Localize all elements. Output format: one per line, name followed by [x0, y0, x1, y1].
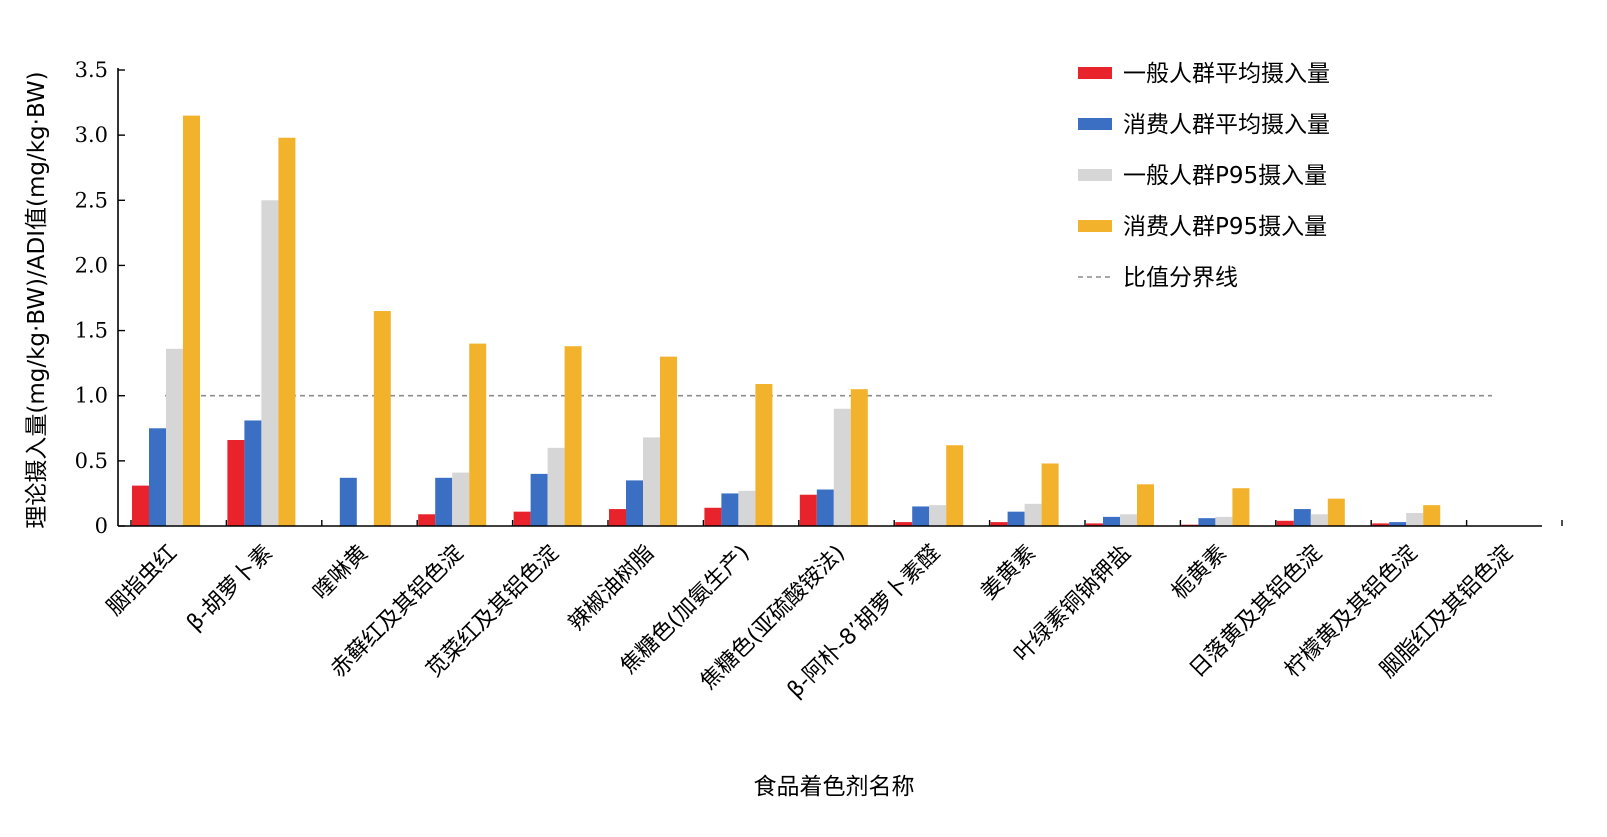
bar-4-12	[1232, 488, 1250, 526]
bar-4-13	[1327, 498, 1345, 526]
bar-2-12	[1198, 518, 1216, 526]
category-label: 喹啉黄	[309, 541, 373, 605]
bar-2-5	[530, 473, 548, 526]
bar-3-9	[929, 505, 947, 526]
bar-2-2	[244, 420, 262, 526]
bar-4-1	[183, 115, 200, 526]
bar-4-10	[1041, 463, 1059, 526]
bar-2-10	[1007, 511, 1025, 526]
bar-3-4	[452, 472, 470, 526]
bar-1-10	[990, 522, 1008, 526]
bar-1-9	[895, 522, 913, 526]
bar-1-2	[227, 440, 245, 526]
legend-label-reference: 比值分界线	[1123, 265, 1238, 291]
y-tick-label: 2.0	[75, 253, 108, 277]
bar-3-14	[1406, 512, 1424, 526]
bar-2-8	[816, 489, 834, 526]
y-tick-label: 0	[95, 514, 108, 538]
bar-4-11	[1137, 484, 1154, 526]
bar-3-10	[1024, 503, 1042, 526]
bar-3-5	[547, 447, 565, 526]
bar-1-4	[418, 514, 436, 526]
bar-1-6	[609, 509, 626, 526]
bar-2-4	[435, 477, 453, 526]
bar-4-4	[469, 343, 487, 526]
y-tick-label: 0.5	[75, 449, 108, 473]
legend-swatch-4	[1078, 220, 1112, 232]
bar-1-13	[1276, 520, 1294, 526]
bar-1-11	[1086, 523, 1103, 526]
bar-2-11	[1103, 516, 1120, 526]
bar-3-2	[261, 200, 279, 527]
legend-label-1: 一般人群平均摄入量	[1123, 61, 1330, 87]
bar-4-3	[373, 311, 391, 526]
bar-3-12	[1215, 516, 1233, 526]
bar-3-11	[1120, 514, 1137, 526]
legend-swatch-3	[1078, 169, 1112, 181]
legend-swatch-1	[1078, 67, 1112, 79]
y-tick-label: 3.5	[75, 58, 108, 82]
category-label: 辣椒油树脂	[564, 541, 659, 636]
bar-2-1	[149, 428, 166, 526]
legend-label-4: 消费人群P95摄入量	[1123, 214, 1327, 240]
y-axis-title: 理论摄入量(mg/kg·BW)/ADI值(mg/kg·BW)	[24, 71, 50, 528]
bar-1-1	[132, 485, 149, 526]
bar-3-13	[1310, 514, 1328, 526]
x-axis-title: 食品着色剂名称	[754, 774, 915, 800]
legend-swatch-2	[1078, 118, 1112, 130]
category-label: 胭指虫红	[102, 541, 182, 621]
category-label: 姜黄素	[976, 541, 1040, 605]
category-label: 栀黄素	[1167, 541, 1231, 605]
bar-4-2	[278, 137, 296, 526]
bar-4-7	[755, 383, 773, 526]
bar-1-5	[513, 511, 531, 526]
bar-4-14	[1423, 505, 1441, 526]
bar-2-3	[339, 477, 357, 526]
bar-3-1	[166, 348, 183, 526]
bar-4-8	[850, 389, 868, 526]
legend-label-3: 一般人群P95摄入量	[1123, 163, 1327, 189]
bar-1-7	[704, 507, 722, 526]
bar-3-6	[643, 437, 660, 526]
y-tick-label: 1.0	[75, 384, 108, 408]
bar-2-9	[912, 506, 930, 526]
y-tick-label: 2.5	[75, 188, 108, 212]
category-label: β-胡萝卜素	[182, 541, 277, 636]
y-tick-label: 1.5	[75, 319, 108, 343]
bar-2-14	[1389, 522, 1407, 526]
bar-1-14	[1372, 523, 1390, 526]
bar-4-6	[660, 356, 677, 526]
bar-3-8	[833, 408, 851, 526]
bar-4-5	[564, 346, 582, 526]
legend-label-2: 消费人群平均摄入量	[1123, 112, 1330, 138]
y-tick-label: 3.0	[75, 123, 108, 147]
bar-4-9	[946, 445, 964, 526]
bar-3-7	[738, 490, 756, 526]
bar-2-13	[1293, 509, 1311, 526]
bar-2-7	[721, 493, 739, 526]
bar-1-8	[799, 494, 817, 526]
bar-2-6	[626, 480, 643, 526]
